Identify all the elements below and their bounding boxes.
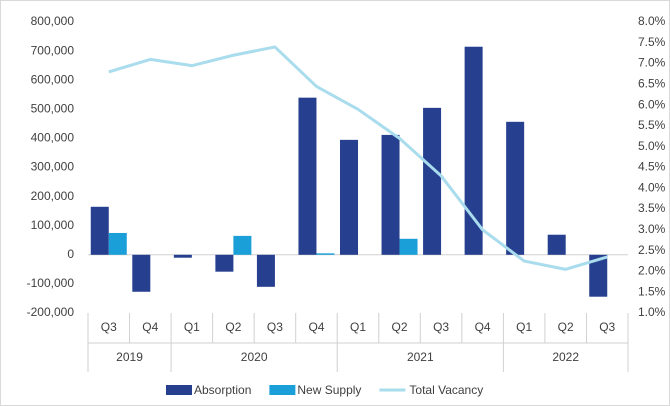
y2-tick-label: 6.0% (638, 97, 666, 111)
bar (132, 254, 151, 292)
bar (464, 46, 483, 255)
y2-tick-label: 5.0% (638, 139, 666, 153)
y2-tick-label: 2.0% (638, 264, 666, 278)
bar (215, 254, 234, 272)
x-tick-label: Q2 (392, 320, 408, 334)
y2-tick-label: 4.5% (638, 160, 666, 174)
bar (399, 238, 418, 255)
bar (340, 139, 358, 255)
y2-tick-label: 4.0% (638, 180, 666, 194)
bar (547, 234, 566, 255)
y-tick-label: -100,000 (27, 276, 75, 290)
bar (506, 121, 525, 255)
x-tick-label: Q4 (142, 320, 158, 334)
y-tick-label: 0 (67, 247, 74, 261)
bar (173, 254, 192, 258)
x-tick-label: Q4 (308, 320, 324, 334)
bar (256, 254, 275, 287)
bar (108, 232, 127, 255)
y-tick-label: 200,000 (31, 189, 75, 203)
y2-tick-label: 3.5% (638, 201, 666, 215)
x-tick-label: Q1 (350, 320, 366, 334)
group-label: 2022 (552, 350, 579, 364)
x-tick-label: Q2 (225, 320, 241, 334)
legend-swatch (269, 385, 296, 395)
bar (233, 235, 252, 255)
y-tick-label: 700,000 (31, 43, 75, 57)
legend-label: Total Vacancy (409, 383, 483, 397)
bar (589, 254, 608, 297)
y-tick-label: 500,000 (31, 101, 75, 115)
group-label: 2019 (116, 350, 143, 364)
x-tick-label: Q3 (433, 320, 449, 334)
x-tick-label: Q3 (101, 320, 117, 334)
x-tick-label: Q2 (558, 320, 574, 334)
y2-tick-label: 7.0% (638, 56, 666, 70)
y-tick-label: 600,000 (31, 72, 75, 86)
bar (316, 253, 335, 255)
y2-tick-label: 8.0% (638, 14, 666, 28)
y2-tick-label: 2.5% (638, 243, 666, 257)
x-tick-label: Q1 (184, 320, 200, 334)
y2-tick-label: 7.5% (638, 35, 666, 49)
group-label: 2020 (241, 350, 268, 364)
y2-tick-label: 1.5% (638, 284, 666, 298)
x-tick-label: Q3 (267, 320, 283, 334)
bar (381, 134, 400, 255)
x-tick-label: Q3 (599, 320, 615, 334)
y-tick-label: -200,000 (27, 305, 75, 319)
y-tick-label: 400,000 (31, 131, 75, 145)
y-tick-label: 300,000 (31, 160, 75, 174)
line (108, 45, 608, 271)
bar (423, 107, 442, 255)
legend-label: Absorption (194, 383, 251, 397)
bar (298, 97, 317, 255)
x-tick-label: Q4 (475, 320, 491, 334)
y2-tick-label: 1.0% (638, 305, 666, 319)
bar (90, 206, 109, 255)
legend-swatch (166, 385, 192, 395)
y-tick-label: 800,000 (31, 14, 75, 28)
legend-label: New Supply (297, 383, 361, 397)
y-tick-label: 100,000 (31, 218, 75, 232)
group-label: 2021 (407, 350, 434, 364)
x-tick-label: Q1 (516, 320, 532, 334)
y2-tick-label: 3.0% (638, 222, 666, 236)
y2-tick-label: 6.5% (638, 77, 666, 91)
y2-tick-label: 5.5% (638, 118, 666, 132)
